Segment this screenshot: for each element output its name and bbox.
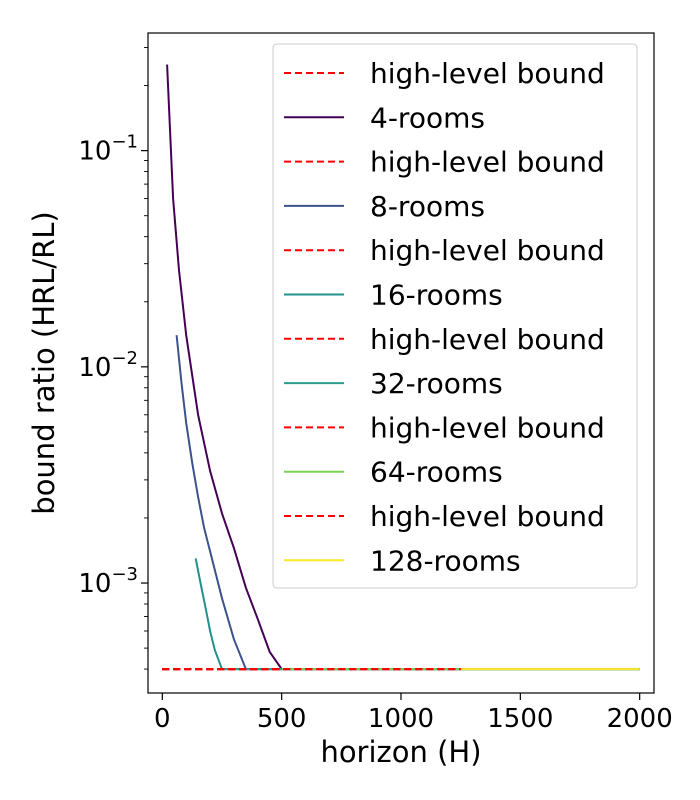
x-tick-label: 500 — [257, 704, 307, 734]
y-tick-label: 10−1 — [78, 132, 138, 167]
legend-label-9: 64-rooms — [370, 456, 503, 489]
y-tick-label: 10−2 — [78, 348, 138, 383]
legend-label-0: high-level bound — [370, 57, 605, 90]
x-tick-label: 0 — [154, 704, 171, 734]
legend-label-10: high-level bound — [370, 500, 605, 533]
x-tick-label: 2000 — [607, 704, 673, 734]
legend-label-3: 8-rooms — [370, 190, 485, 223]
plot-lines — [162, 64, 640, 671]
x-tick-label: 1500 — [487, 704, 553, 734]
legend-label-7: 32-rooms — [370, 367, 503, 400]
x-tick-label: 1000 — [368, 704, 434, 734]
y-axis-label: bound ratio (HRL/RL) — [27, 211, 61, 514]
y-axis: 10−3 10−2 10−1 — [78, 47, 148, 670]
x-axis-label: horizon (H) — [320, 735, 481, 769]
legend-label-5: 16-rooms — [370, 279, 503, 312]
legend-box — [272, 43, 638, 589]
y-tick-label: 10−3 — [78, 564, 138, 599]
legend-label-4: high-level bound — [370, 234, 605, 267]
legend-label-11: 128-rooms — [370, 544, 521, 577]
legend-label-1: 4-rooms — [370, 101, 485, 134]
legend: high-level bound 4-rooms high-level bound 8… — [272, 43, 638, 589]
legend-label-8: high-level bound — [370, 411, 605, 444]
legend-label-6: high-level bound — [370, 323, 605, 356]
x-axis: 0 500 1000 1500 2000 — [154, 693, 673, 734]
legend-label-2: high-level bound — [370, 146, 605, 179]
